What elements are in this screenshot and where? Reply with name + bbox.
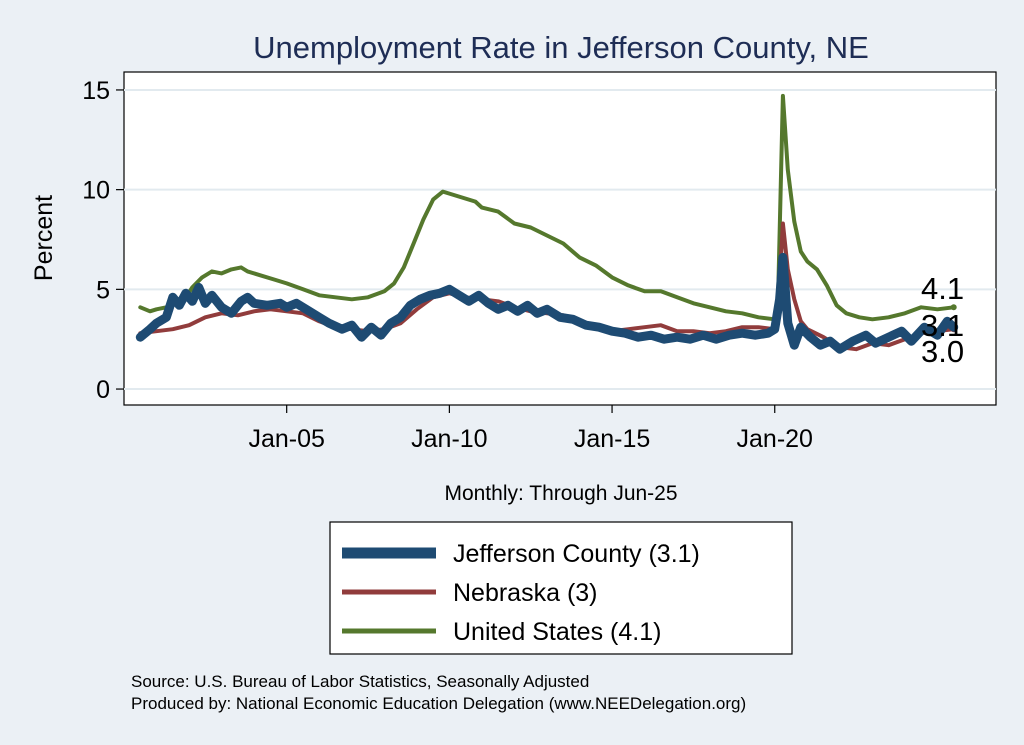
chart-title: Unemployment Rate in Jefferson County, N… — [253, 30, 869, 65]
x-axis-label: Monthly: Through Jun-25 — [444, 482, 677, 505]
x-tick-label: Jan-20 — [737, 425, 813, 453]
y-axis-label: Percent — [30, 195, 58, 281]
x-tick-label: Jan-10 — [411, 425, 487, 453]
y-axis: 0 5 10 15 — [82, 77, 124, 404]
y-tick-label: 15 — [82, 77, 110, 105]
end-label-jefferson-county: 3.1 — [921, 308, 964, 343]
end-marker-united-states — [950, 304, 957, 311]
x-axis: Jan-05 Jan-10 Jan-15 Jan-20 — [248, 405, 813, 453]
legend-label-united-states: United States (4.1) — [453, 618, 661, 646]
x-tick-label: Jan-05 — [248, 425, 324, 453]
end-label-united-states: 4.1 — [921, 271, 964, 306]
series-line-united-states — [138, 93, 956, 322]
end-label-nebraska: 3.0 — [921, 334, 964, 369]
legend-label-jefferson-county: Jefferson County (3.1) — [453, 540, 700, 568]
end-labels: 4.1 3.03.1 — [921, 271, 964, 369]
y-tick-label: 10 — [82, 177, 110, 205]
y-tick-label: 0 — [96, 376, 110, 404]
plot-area — [123, 71, 997, 406]
x-tick-label: Jan-15 — [574, 425, 650, 453]
series-line-jefferson-county — [135, 252, 959, 354]
y-tick-label: 5 — [96, 276, 110, 304]
producer-note: Produced by: National Economic Education… — [131, 694, 746, 713]
legend: Jefferson County (3.1) Nebraska (3) United… — [329, 521, 793, 655]
end-marker-jefferson-county — [950, 324, 957, 331]
series-lines — [135, 93, 959, 354]
source-note: Source: U.S. Bureau of Labor Statistics,… — [131, 672, 589, 691]
legend-label-nebraska: Nebraska (3) — [453, 579, 598, 607]
grid-lines — [124, 88, 996, 391]
